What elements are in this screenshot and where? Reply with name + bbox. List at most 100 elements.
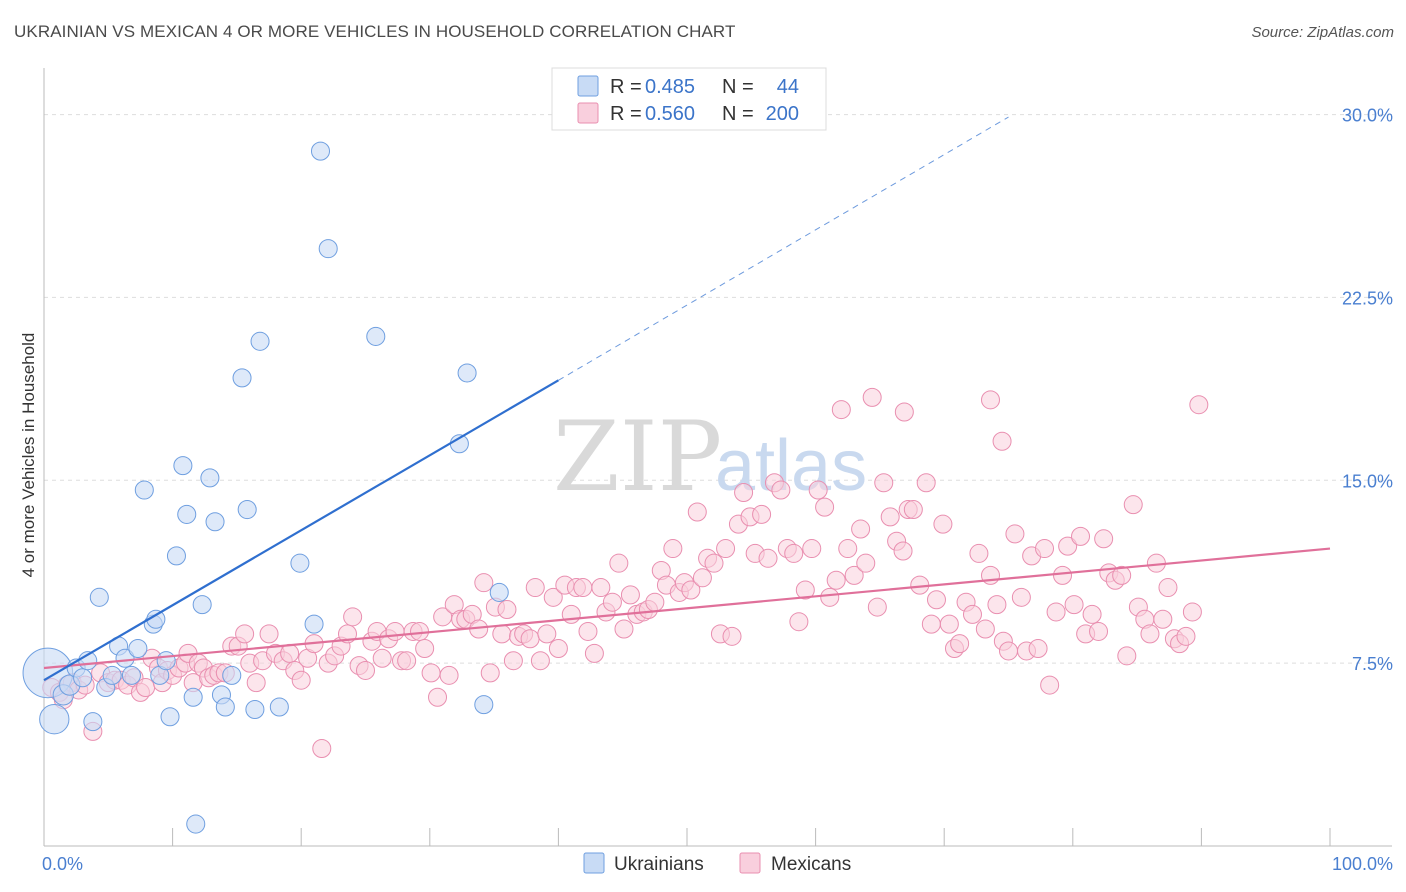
ukrainians-point: [269, 697, 289, 717]
ukrainians-point: [366, 326, 386, 346]
mexicans-point: [1040, 675, 1060, 695]
mexicans-point: [692, 568, 712, 588]
ukrainians-point: [457, 363, 477, 383]
ukrainians-point: [304, 614, 324, 634]
mexicans-point: [602, 592, 622, 612]
mexicans-point: [862, 387, 882, 407]
mexicans-point: [1053, 565, 1073, 585]
ukrainians-point: [205, 512, 225, 532]
mexicans-point: [480, 663, 500, 683]
ukrainians-point: [128, 638, 148, 659]
ukrainians-point: [489, 582, 509, 602]
mexicans-point: [802, 539, 822, 559]
mexicans-point: [992, 431, 1012, 451]
mexicans-point: [1082, 604, 1102, 624]
ukrainians-point: [83, 712, 103, 732]
y-tick-labels: 7.5% 15.0% 22.5% 30.0%: [1342, 106, 1393, 675]
ukrainians-point: [318, 239, 338, 259]
mexicans-point: [1153, 609, 1173, 629]
ukrainians-point: [166, 546, 186, 566]
mexicans-point: [497, 600, 517, 620]
mexicans-point: [716, 539, 736, 559]
mexicans-point: [343, 607, 363, 627]
mexicans-point: [235, 624, 255, 644]
mexicans-point: [312, 738, 332, 758]
mexicans-point: [838, 539, 858, 559]
mexicans-point: [663, 539, 683, 559]
mexicans-point: [620, 585, 640, 605]
mexicans-point: [687, 502, 707, 522]
mexicans-point: [1046, 602, 1066, 622]
mexicans-point: [826, 570, 846, 590]
mexicans-point: [903, 500, 923, 520]
mexicans-point: [975, 619, 995, 639]
source-credit: Source: ZipAtlas.com: [1251, 24, 1394, 41]
ukrainians-point: [290, 553, 310, 573]
mexicans-point: [280, 643, 300, 663]
ukrainians-point: [232, 368, 252, 388]
mexicans-point: [1058, 536, 1078, 556]
mexicans-point: [548, 639, 568, 659]
mexicans-point: [136, 678, 156, 698]
y-axis-label: 4 or more Vehicles in Household: [19, 333, 38, 578]
mexicans-point: [578, 621, 598, 641]
mexicans-point: [385, 621, 405, 641]
mexicans-point: [734, 482, 754, 502]
mexicans-point: [987, 595, 1007, 615]
mexicans-point: [771, 480, 791, 500]
mexicans-point: [645, 592, 665, 612]
mexicans-point: [795, 580, 815, 600]
y-tick-label: 22.5%: [1342, 288, 1393, 308]
ukrainians-point: [200, 468, 220, 488]
mexicans-point: [894, 402, 914, 422]
mexicans-point: [704, 553, 724, 573]
mexicans-point: [999, 641, 1018, 661]
mexicans-point: [537, 624, 557, 644]
y-tick-label: 7.5%: [1352, 654, 1393, 674]
mexicans-point: [1064, 595, 1084, 615]
mexicans-point: [939, 614, 959, 634]
mexicans-point: [543, 587, 563, 607]
ukrainians-trend-line: [43, 379, 559, 682]
ukrainians-point: [215, 697, 235, 717]
bottom-legend: Ukrainians Mexicans: [583, 852, 851, 875]
mexicans-point: [926, 590, 946, 610]
mexicans-point: [397, 651, 417, 671]
y-tick-label: 30.0%: [1342, 106, 1393, 126]
mexicans-point: [893, 541, 913, 561]
mexicans-point: [844, 565, 864, 585]
mexicans-point: [246, 673, 266, 693]
mexicans-point: [950, 634, 970, 654]
legend-r-label: R =: [610, 76, 642, 98]
mexicans-point: [1094, 529, 1114, 549]
mexicans-point: [1123, 495, 1143, 515]
trend-lines: [43, 116, 1331, 682]
mexicans-point: [916, 473, 936, 493]
legend-n-value: 44: [777, 76, 799, 98]
mexicans-point: [1035, 539, 1055, 559]
mexicans-point: [969, 543, 989, 563]
mexicans-trend-line: [43, 547, 1331, 670]
mexicans-point: [1112, 565, 1132, 585]
mexicans-point: [530, 651, 550, 671]
mexicans-point: [439, 665, 459, 685]
bottom-legend-swatch-mexicans: [739, 852, 761, 874]
mexicans-point: [1158, 578, 1178, 598]
ukrainians-points: [22, 141, 509, 834]
ukrainians-point: [39, 704, 70, 735]
mexicans-point: [752, 504, 772, 524]
mexicans-point: [758, 548, 778, 568]
bottom-legend-label: Ukrainians: [614, 854, 704, 875]
mexicans-point: [880, 507, 900, 527]
ukrainians-point: [160, 707, 180, 727]
mexicans-point: [789, 612, 809, 632]
watermark-zip: ZIP: [553, 401, 722, 513]
ukrainians-point: [115, 648, 135, 668]
ukrainians-point: [89, 587, 109, 607]
mexicans-point: [815, 497, 835, 517]
mexicans-point: [573, 578, 593, 598]
mexicans-point: [1005, 524, 1025, 544]
mexicans-point: [614, 619, 634, 639]
mexicans-point: [856, 553, 876, 573]
ukrainians-point: [310, 141, 331, 161]
